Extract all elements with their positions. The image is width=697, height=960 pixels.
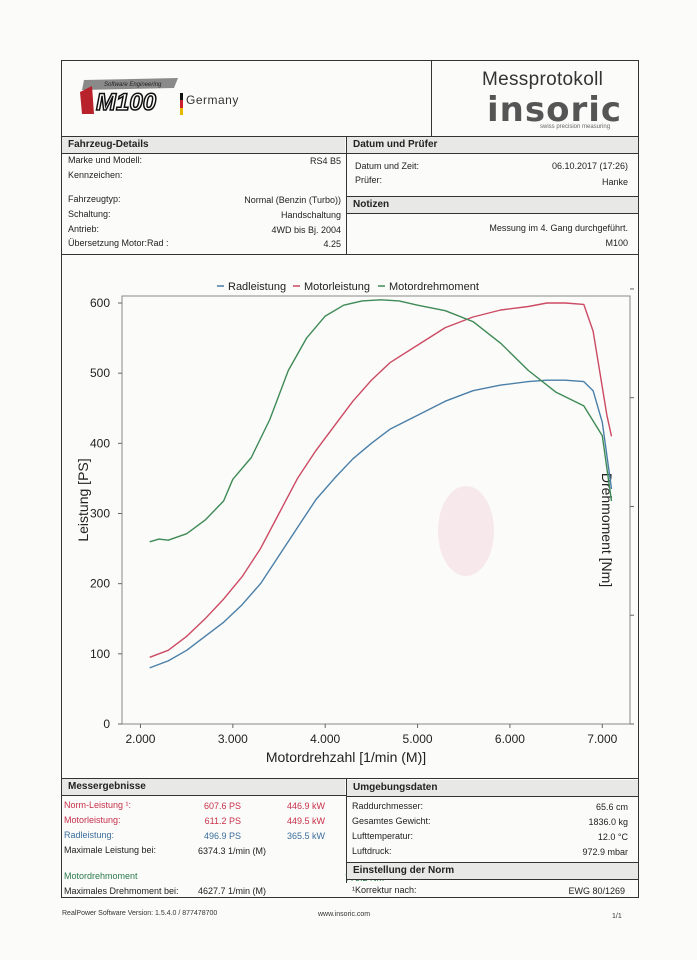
fahrzeug-row-value: 4.25 xyxy=(323,239,341,249)
logo-country: Germany xyxy=(186,93,239,107)
series-line-radleistung xyxy=(149,379,613,669)
fahrzeug-row-label: Marke und Modell: xyxy=(68,155,143,165)
x-tick-label: 7.000 xyxy=(587,732,617,746)
y-tick-label: 200 xyxy=(90,577,110,591)
umgebung-row-value: 12.0 °C xyxy=(597,832,628,842)
results-divider xyxy=(346,779,347,883)
norm-label: ¹Korrektur nach: xyxy=(352,885,417,895)
brand-tagline: swiss precision measuring xyxy=(540,124,611,130)
page-title: Messprotokoll xyxy=(482,69,604,90)
umgebung-row-value: 1836.0 kg xyxy=(588,817,628,827)
y-tick-label: 500 xyxy=(90,366,110,380)
x-tick-label: 4.000 xyxy=(310,732,340,746)
m100-logo: Software Engineering M100 xyxy=(78,74,188,118)
fahrzeug-row-label: Übersetzung Motor:Rad : xyxy=(68,238,169,248)
series-line-motordrehmoment xyxy=(149,299,613,543)
messergebnis-kw: 365.5 kW xyxy=(286,831,325,841)
line xyxy=(61,795,346,796)
fahrzeug-row-label: Fahrzeugtyp: xyxy=(68,194,121,204)
pruefer-label: Prüfer: xyxy=(355,175,383,185)
y-axis-label: Leistung [PS] xyxy=(75,458,91,541)
umgebung-row-value: 65.6 cm xyxy=(595,802,628,812)
fahrzeug-row-value: RS4 B5 xyxy=(309,156,341,166)
norm-value: EWG 80/1269 xyxy=(568,886,625,896)
line xyxy=(346,879,639,880)
y-tick-label: 300 xyxy=(90,507,110,521)
messergebnis-kw: 446.9 kW xyxy=(286,801,325,811)
legend-label: Radleistung xyxy=(228,281,286,293)
plot-area xyxy=(121,295,631,725)
section-notizen-title: Notizen xyxy=(347,197,638,213)
line xyxy=(346,196,639,197)
messergebnis-kw: 449.5 kW xyxy=(286,816,325,826)
header-bottom-line xyxy=(61,136,639,137)
section-umgebung-title: Umgebungsdaten xyxy=(347,780,638,796)
max-leistung-label: Maximale Leistung bei: xyxy=(64,845,157,855)
y-tick-label: 0 xyxy=(103,717,110,731)
messergebnis-label: Motorleistung: xyxy=(64,815,121,825)
x-tick-label: 3.000 xyxy=(218,732,248,746)
fahrzeug-row-value: Handschaltung xyxy=(280,210,341,220)
messergebnis-ps: 496.9 PS xyxy=(203,831,241,841)
footer-url: www.insoric.com xyxy=(318,911,371,918)
section-datum-title: Datum und Prüfer xyxy=(347,137,638,153)
x-tick-label: 5.000 xyxy=(403,732,433,746)
footer-page: 1/1 xyxy=(612,913,622,920)
series-line-motorleistung xyxy=(149,302,613,658)
messergebnis-ps: 607.6 PS xyxy=(203,801,241,811)
fahrzeug-row-label: Antrieb: xyxy=(68,224,100,234)
notiz-line-1: Messung im 4. Gang durchgeführt. xyxy=(489,223,628,233)
messergebnis-ps: 611.2 PS xyxy=(204,816,241,826)
details-divider xyxy=(346,137,347,254)
fahrzeug-row-label: Schaltung: xyxy=(68,209,111,219)
x-tick-label: 2.000 xyxy=(125,732,155,746)
line xyxy=(346,153,639,154)
dyno-chart: 2.000 3.000 4.000 5.000 6.000 7.000 0 100 200 300… xyxy=(75,281,634,765)
y-tick-label: 600 xyxy=(90,296,110,310)
max-drehmoment-label: Maximales Drehmoment bei: xyxy=(64,886,179,896)
drehmoment-label: Motordrehmoment xyxy=(64,871,138,881)
section-fahrzeug-title: Fahrzeug-Details xyxy=(62,137,345,153)
line xyxy=(346,796,639,797)
umgebung-row-label: Raddurchmesser: xyxy=(352,801,424,811)
umgebung-row-label: Luftdruck: xyxy=(352,846,392,856)
datum-value: 06.10.2017 (17:26) xyxy=(551,161,628,171)
x-axis-label: Motordrehzahl [1/min (M)] xyxy=(266,749,426,765)
section-norm-title: Einstellung der Norm xyxy=(347,863,638,879)
header-divider xyxy=(431,60,432,137)
svg-text:Software Engineering: Software Engineering xyxy=(104,82,162,88)
report-frame xyxy=(61,60,639,898)
line xyxy=(61,153,346,154)
german-flag-bar xyxy=(180,93,183,115)
chart-bottom-line xyxy=(61,778,639,779)
y-tick-label: 100 xyxy=(90,647,110,661)
fahrzeug-row-value: Normal (Benzin (Turbo)) xyxy=(244,195,341,205)
y-tick-label: 400 xyxy=(90,436,110,450)
svg-text:M100: M100 xyxy=(96,89,157,116)
smudge xyxy=(438,486,494,576)
notiz-line-2: M100 xyxy=(605,238,628,248)
pruefer-value: Hanke xyxy=(601,177,628,187)
umgebung-row-label: Gesamtes Gewicht: xyxy=(352,816,431,826)
footer-version: RealPower Software Version: 1.5.4.0 / 87… xyxy=(62,910,218,917)
details-bottom-line xyxy=(61,254,639,255)
brand-text: insoric xyxy=(487,90,623,130)
line xyxy=(346,213,639,214)
y2-axis-label: Drehmoment [Nm] xyxy=(599,473,615,587)
datum-label: Datum und Zeit: xyxy=(355,161,420,171)
fahrzeug-row-value: 4WD bis Bj. 2004 xyxy=(271,225,341,235)
section-messergebnisse-title: Messergebnisse xyxy=(62,779,345,795)
brand-insoric: insoric xyxy=(487,90,622,130)
legend-label: Motorleistung xyxy=(304,281,370,293)
fahrzeug-row-label: Kennzeichen: xyxy=(68,170,123,180)
x-tick-label: 6.000 xyxy=(495,732,525,746)
legend-label: Motordrehmoment xyxy=(389,281,479,293)
umgebung-row-label: Lufttemperatur: xyxy=(352,831,414,841)
max-drehmoment-value: 4627.7 1/min (M) xyxy=(198,886,267,896)
line xyxy=(346,862,639,863)
umgebung-row-value: 972.9 mbar xyxy=(582,847,628,857)
max-leistung-value: 6374.3 1/min (M) xyxy=(198,846,267,856)
messergebnis-label: Radleistung: xyxy=(64,830,115,840)
messergebnis-label: Norm-Leistung ¹: xyxy=(64,800,132,810)
